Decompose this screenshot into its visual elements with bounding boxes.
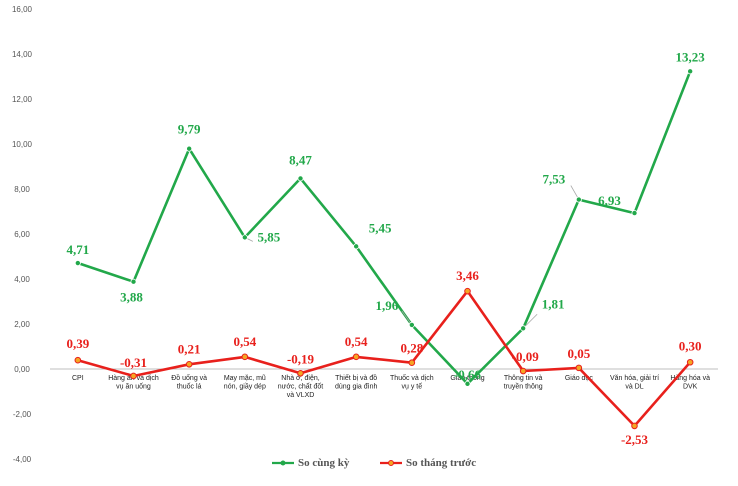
data-point: [464, 287, 471, 295]
data-label: 5,85: [257, 229, 280, 244]
legend-label: So cùng kỳ: [298, 457, 350, 469]
legend-label: So tháng trước: [406, 457, 476, 469]
x-tick-label: Văn hóa, giải trí và DL: [610, 375, 659, 391]
data-label: 5,45: [369, 220, 392, 235]
data-point: [631, 210, 638, 217]
y-tick-label: 14,00: [12, 50, 33, 59]
x-tick-label: Đồ uống và thuốc lá: [171, 373, 207, 391]
series-line-so-cung-ky: [76, 70, 692, 386]
data-label: 0,54: [233, 334, 256, 349]
data-label: 0,05: [567, 346, 590, 361]
y-tick-label: 12,00: [12, 95, 33, 104]
data-label: -0,66: [454, 367, 482, 382]
data-point: [520, 325, 527, 332]
legend: So cùng kỳ So tháng trước: [272, 457, 476, 469]
y-tick-label: 10,00: [12, 140, 33, 149]
data-point: [185, 360, 193, 368]
data-label: 9,79: [178, 122, 201, 137]
x-tick-label: Nhà ở, điện, nước, chất đốt và VLXD: [278, 374, 324, 399]
data-point: [464, 380, 471, 387]
y-tick-label: -4,00: [13, 455, 32, 464]
data-label: -0,31: [120, 355, 147, 370]
data-labels: 4,71 3,88 9,79 5,85 8,47 5,45 1,96 -0,66 1,81 7,5…: [66, 49, 705, 447]
x-tick-label: Giao thông: [450, 375, 484, 382]
data-label: 0,39: [66, 336, 89, 351]
data-label: -0,09: [512, 349, 540, 364]
data-point: [687, 68, 694, 75]
data-label: 0,28: [400, 341, 423, 356]
data-point: [297, 369, 304, 377]
y-axis: 16,00 14,00 12,00 10,00 8,00 6,00 4,00 2,00 0,00…: [12, 5, 33, 464]
data-label: 4,71: [66, 242, 89, 257]
data-point: [241, 234, 248, 241]
data-label: 7,53: [542, 172, 565, 187]
data-point: [408, 321, 415, 328]
data-point: [297, 175, 304, 182]
y-tick-label: 6,00: [14, 230, 30, 239]
data-point: [241, 353, 249, 361]
data-label: -2,53: [621, 432, 649, 447]
y-tick-label: 16,00: [12, 5, 33, 14]
data-point: [130, 372, 137, 380]
data-point: [631, 422, 638, 430]
data-label: 13,23: [676, 49, 706, 64]
series-lines: [76, 70, 692, 428]
x-tick-label: Thuốc và dịch vụ y tế: [390, 373, 434, 391]
data-label: 0,21: [178, 341, 201, 356]
series-points: [74, 68, 694, 430]
data-point: [686, 358, 694, 366]
y-tick-label: 2,00: [14, 320, 30, 329]
legend-marker: [280, 460, 286, 466]
data-point: [353, 243, 360, 250]
data-point: [575, 196, 582, 203]
y-tick-label: 0,00: [14, 365, 30, 374]
data-label: 3,88: [120, 290, 143, 305]
x-tick-label: Giáo dục: [565, 375, 594, 382]
data-point: [74, 260, 81, 267]
data-point: [352, 353, 360, 361]
x-tick-label: CPI: [72, 375, 84, 382]
x-tick-label: Hàng hóa và DVK: [670, 375, 710, 391]
data-point: [186, 145, 193, 152]
series-line-so-thang-truoc: [76, 289, 692, 428]
x-tick-label: Thông tin và truyền thông: [504, 375, 543, 391]
x-tick-label: May mặc, mũ nón, giầy dép: [224, 375, 266, 391]
x-tick-label: Thiết bị và đồ dùng gia đình: [335, 373, 378, 391]
label-leader-lines: [244, 185, 580, 329]
data-label: 6,93: [598, 193, 621, 208]
y-tick-label: 8,00: [14, 185, 30, 194]
data-label: 0,54: [345, 334, 368, 349]
data-point: [130, 278, 137, 285]
data-label: 1,96: [375, 298, 398, 313]
data-label: 1,81: [542, 296, 565, 311]
data-label: 3,46: [456, 268, 479, 283]
legend-marker: [388, 460, 394, 466]
y-tick-label: -2,00: [13, 410, 32, 419]
data-point: [408, 359, 416, 367]
data-label: -0,19: [287, 351, 315, 366]
data-label: 0,30: [679, 338, 702, 353]
data-point: [519, 367, 527, 375]
data-point: [74, 356, 82, 364]
leader-line: [522, 313, 538, 329]
data-point: [575, 364, 583, 372]
y-tick-label: 4,00: [14, 275, 30, 284]
data-label: 8,47: [289, 152, 312, 167]
